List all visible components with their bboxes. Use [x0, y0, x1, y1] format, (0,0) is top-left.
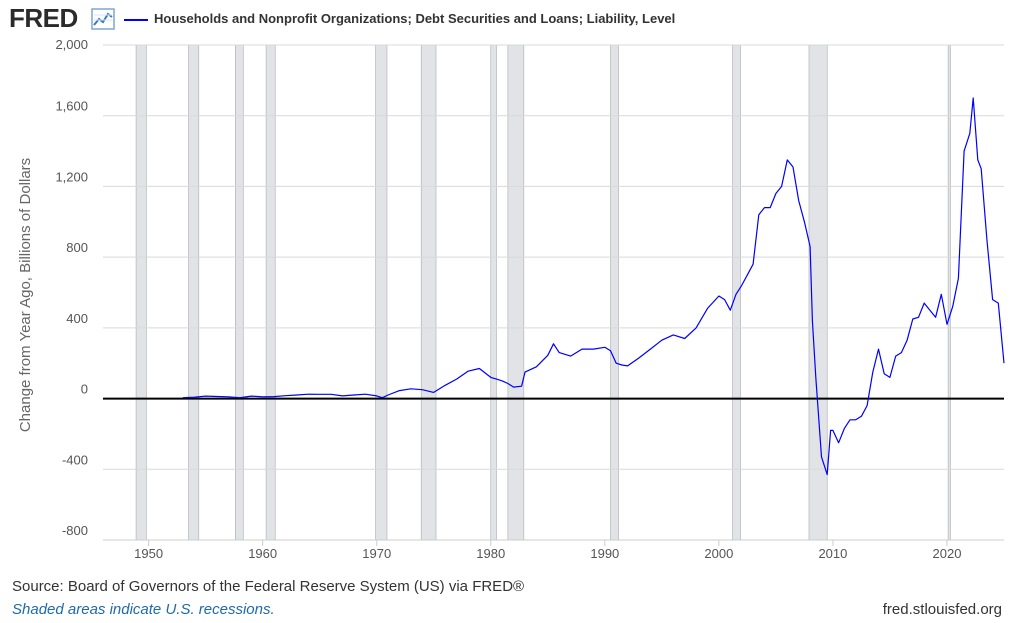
x-tick-label: 2000 — [704, 546, 733, 561]
x-tick-label: 1960 — [248, 546, 277, 561]
site-link[interactable]: fred.stlouisfed.org — [882, 601, 1002, 618]
y-tick-label: 400 — [66, 311, 88, 326]
source-text: Source: Board of Governors of the Federa… — [12, 578, 525, 595]
y-tick-labels: -800 -400 0 400 800 1,200 1,600 2,000 — [55, 37, 88, 538]
x-tick-label: 1970 — [362, 546, 391, 561]
legend-label: Households and Nonprofit Organizations; … — [154, 11, 676, 26]
line-chart-icon — [91, 8, 115, 30]
x-tick-label: 1990 — [590, 546, 619, 561]
x-tick-label: 1980 — [476, 546, 505, 561]
recession-band — [490, 44, 497, 541]
axes — [103, 397, 1004, 541]
recession-note: Shaded areas indicate U.S. recessions. — [12, 601, 275, 618]
y-tick-label: 2,000 — [55, 37, 88, 52]
fred-logo[interactable]: FRED — [9, 3, 78, 33]
chart-header: FRED Households and Nonprofit Organizati… — [0, 0, 1024, 40]
series — [182, 97, 1005, 476]
recession-band — [234, 44, 244, 541]
recession-band — [507, 44, 525, 541]
y-tick-label: 1,600 — [55, 99, 88, 114]
recession-band — [610, 44, 619, 541]
y-tick-label: -400 — [62, 452, 88, 467]
x-tick-label: 2020 — [933, 546, 962, 561]
y-tick-label: 0 — [81, 382, 88, 397]
legend-swatch — [124, 19, 148, 21]
recession-band — [947, 44, 951, 541]
recession-band — [135, 44, 147, 541]
recession-band — [375, 44, 388, 541]
y-tick-label: 800 — [66, 240, 88, 255]
y-tick-label: -800 — [62, 523, 88, 538]
recession-band — [420, 44, 437, 541]
x-tick-labels: 1950 1960 1970 1980 1990 2000 2010 2020 — [134, 540, 961, 561]
y-tick-label: 1,200 — [55, 169, 88, 184]
recession-band — [265, 44, 276, 541]
x-tick-label: 2010 — [818, 546, 847, 561]
grid-lines — [103, 44, 1004, 541]
x-tick-label: 1950 — [134, 546, 163, 561]
y-axis-label: Change from Year Ago, Billions of Dollar… — [17, 158, 34, 432]
recession-band — [188, 44, 200, 541]
series-line — [182, 97, 1005, 476]
